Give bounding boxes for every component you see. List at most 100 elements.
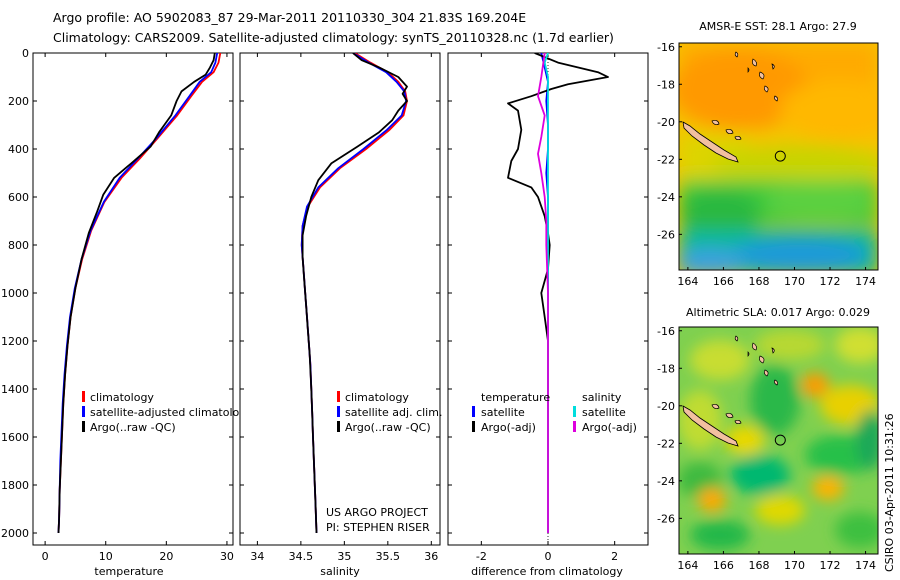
legend-swatch-satellite-adjusted: [82, 406, 85, 417]
legend-label-salinity-satellite: satellite: [582, 406, 626, 419]
y-tick-label: 1800: [1, 479, 29, 492]
legend-label-salinity-argo: Argo(-adj): [582, 421, 637, 434]
y-tick-label: 200: [8, 95, 29, 108]
salinity-plot-frame: [239, 52, 441, 546]
legend-label-satellite-adj: satellite adj. clim.: [345, 406, 442, 419]
map-y-tick-label: -16: [657, 41, 675, 54]
y-tick-label: 1400: [1, 383, 29, 396]
salinity-legend: climatology satellite adj. clim. Argo(..…: [337, 391, 442, 434]
legend-swatch-climatology: [82, 391, 85, 402]
difference-profiles: [507, 53, 609, 533]
x-tick-label: 35: [337, 550, 351, 563]
x-tick-label: 34: [250, 550, 264, 563]
x-tick-label: 0: [545, 550, 552, 563]
legend-swatch-climatology: [337, 391, 340, 402]
legend-swatch-salinity-argo: [573, 421, 576, 432]
sst-islands-vanuatu: [734, 51, 779, 102]
header-line-1: Argo profile: AO 5902083_87 29-Mar-2011 …: [53, 10, 526, 25]
sla-field: [679, 327, 878, 554]
x-tick-label: -2: [476, 550, 487, 563]
sla-map-title: Altimetric SLA: 0.017 Argo: 0.029: [686, 306, 870, 319]
map-x-tick-label: 174: [855, 559, 876, 572]
y-tick-label: 600: [8, 191, 29, 204]
y-tick-label: 1200: [1, 335, 29, 348]
map-x-tick-label: 170: [784, 559, 805, 572]
map-y-tick-label: -24: [657, 191, 675, 204]
map-x-tick-label: 164: [677, 559, 698, 572]
y-tick-label: 0: [22, 47, 29, 60]
x-tick-label: 20: [159, 550, 173, 563]
legend-swatch-argo: [337, 421, 340, 432]
legend-swatch-argo: [82, 421, 85, 432]
x-tick-label: 2: [611, 550, 618, 563]
map-y-tick-label: -26: [657, 512, 675, 525]
sst-map-title: AMSR-E SST: 28.1 Argo: 27.9: [699, 20, 857, 33]
y-tick-label: 1600: [1, 431, 29, 444]
y-tick-label: 400: [8, 143, 29, 156]
legend-swatch-satellite-adj: [337, 406, 340, 417]
sst-map-frame: [678, 42, 879, 271]
salinity-profiles: [300, 53, 408, 534]
pi-label: PI: STEPHEN RISER: [326, 521, 430, 534]
x-tick-label: 34.5: [289, 550, 314, 563]
temperature-axis-label: temperature: [94, 565, 163, 578]
difference-axis-label: difference from climatology: [471, 565, 623, 578]
legend-label-climatology: climatology: [345, 391, 409, 404]
map-y-tick-label: -16: [657, 325, 675, 338]
map-y-tick-label: -26: [657, 228, 675, 241]
y-tick-label: 1000: [1, 287, 29, 300]
sla-islands-loyalty: [711, 404, 742, 425]
map-x-tick-label: 172: [820, 275, 841, 288]
map-y-tick-label: -20: [657, 116, 675, 129]
salinity-panel: 34 34.5 35 35.5 36 climatology satellite adj…: [239, 52, 442, 578]
legend-label-satellite-adjusted: satellite-adjusted climatology: [90, 406, 253, 419]
map-x-tick-label: 164: [677, 275, 698, 288]
map-x-tick-label: 172: [820, 559, 841, 572]
map-y-tick-label: -20: [657, 400, 675, 413]
legend-swatch-temperature-argo: [472, 421, 475, 432]
x-tick-label: 35.5: [376, 550, 401, 563]
map-x-tick-label: 168: [748, 275, 769, 288]
sla-map-ticks: 164 166 168 170 172 174 -16 -18 -20 -22 -24 -26: [657, 325, 876, 572]
temperature-panel: 0 10 20 30 0 200 400 600 800 1000 1200 1400 1600 1800…: [1, 47, 253, 578]
series-salinity-satellite: [543, 53, 549, 533]
sla-islands-vanuatu: [734, 335, 779, 386]
map-x-tick-label: 170: [784, 275, 805, 288]
x-tick-label: 10: [99, 550, 113, 563]
legend-heading-temperature: temperature: [481, 391, 550, 404]
difference-panel: -2 0 2 temperature satellite Argo(-adj) sa…: [447, 52, 649, 578]
map-x-tick-label: 174: [855, 275, 876, 288]
y-tick-label: 2000: [1, 527, 29, 540]
sla-map: Altimetric SLA: 0.017 Argo: 0.029: [657, 306, 879, 572]
series-temperature-argo-adj: [507, 53, 609, 533]
map-y-tick-label: -24: [657, 475, 675, 488]
series-salinity-argo-adj: [537, 53, 549, 533]
map-x-tick-label: 168: [748, 559, 769, 572]
series-argo-raw-qc: [301, 53, 408, 534]
csiro-timestamp: CSIRO 03-Apr-2011 10:31:26: [883, 413, 896, 572]
salinity-axis-label: salinity: [320, 565, 360, 578]
sst-profile-location-marker: [774, 150, 786, 162]
sst-map: AMSR-E SST: 28.1 Argo: 27.9 164 166 1: [657, 20, 879, 288]
difference-legend: temperature satellite Argo(-adj) salinit…: [472, 391, 637, 434]
map-y-tick-label: -18: [657, 78, 675, 91]
map-x-tick-label: 166: [713, 559, 734, 572]
temperature-ticks: 0 10 20 30 0 200 400 600 800 1000 1200 1400 1600 1800…: [1, 47, 234, 563]
y-tick-label: 800: [8, 239, 29, 252]
legend-heading-salinity: salinity: [582, 391, 622, 404]
sst-islands-loyalty: [711, 120, 742, 141]
legend-label-temperature-satellite: satellite: [481, 406, 525, 419]
legend-swatch-salinity-satellite: [573, 406, 576, 417]
header-line-2: Climatology: CARS2009. Satellite-adjuste…: [53, 30, 614, 45]
map-x-tick-label: 166: [713, 275, 734, 288]
legend-label-argo: Argo(..raw -QC): [345, 421, 431, 434]
x-tick-label: 0: [42, 550, 49, 563]
sla-map-frame: [678, 326, 879, 555]
legend-label-climatology: climatology: [90, 391, 154, 404]
legend-label-temperature-argo: Argo(-adj): [481, 421, 536, 434]
x-tick-label: 36: [424, 550, 438, 563]
sst-island-new-caledonia: [682, 121, 739, 163]
map-y-tick-label: -18: [657, 362, 675, 375]
map-y-tick-label: -22: [657, 437, 675, 450]
